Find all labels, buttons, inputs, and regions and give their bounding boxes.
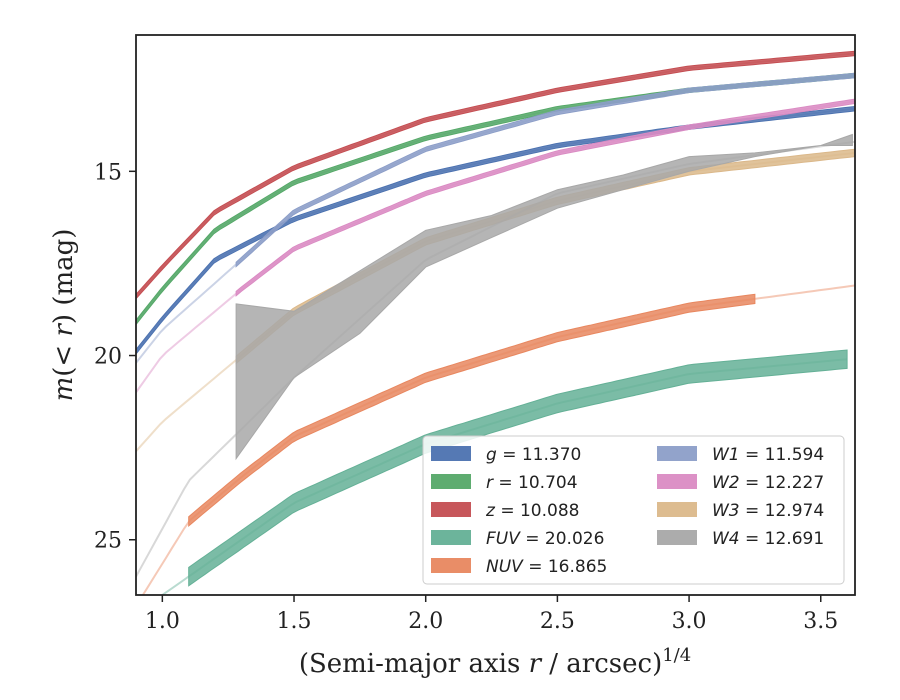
legend-swatch-w3 bbox=[657, 502, 697, 517]
legend-label-z: z = 10.088 bbox=[485, 501, 579, 521]
series-nuv-band bbox=[188, 293, 756, 527]
series-w4 bbox=[136, 133, 855, 578]
series-w1 bbox=[136, 72, 855, 364]
legend-label-w4: W4 = 12.691 bbox=[712, 529, 824, 549]
series-fuv bbox=[160, 349, 848, 595]
series-w2-band bbox=[235, 98, 855, 297]
legend-swatch-w4 bbox=[657, 530, 697, 545]
x-tick-label: 3.5 bbox=[803, 609, 838, 634]
x-axis-label: (Semi-major axis r / arcsec)1/4 bbox=[299, 645, 691, 679]
legend-swatch-r bbox=[431, 474, 471, 489]
series-z bbox=[136, 50, 855, 300]
legend-label-g: g = 11.370 bbox=[486, 445, 581, 465]
series-fuv-band bbox=[188, 349, 848, 587]
legend-swatch-fuv bbox=[431, 530, 471, 545]
legend-label-w1: W1 = 11.594 bbox=[712, 445, 824, 465]
legend-box bbox=[422, 435, 845, 585]
series-g-band bbox=[136, 105, 855, 355]
legend-label-w3: W3 = 12.974 bbox=[712, 501, 824, 521]
legend-swatch-nuv bbox=[431, 558, 471, 573]
legend-label-w2: W2 = 12.227 bbox=[712, 473, 824, 493]
legend-swatch-w2 bbox=[657, 474, 697, 489]
y-tick-label: 15 bbox=[94, 160, 122, 185]
x-tick-label: 2.0 bbox=[408, 609, 443, 634]
legend-swatch-g bbox=[431, 446, 471, 461]
x-tick-label: 2.5 bbox=[540, 609, 575, 634]
y-tick-label: 25 bbox=[94, 529, 122, 554]
legend-swatch-z bbox=[431, 502, 471, 517]
y-tick-label: 20 bbox=[94, 345, 122, 370]
legend-label-r: r = 10.704 bbox=[486, 473, 578, 493]
legend-swatch-w1 bbox=[657, 446, 697, 461]
legend-label-fuv: FUV = 20.026 bbox=[486, 529, 604, 549]
legend-label-nuv: NUV = 16.865 bbox=[486, 557, 607, 577]
series-w2 bbox=[136, 98, 855, 393]
series-r-band bbox=[136, 72, 855, 326]
legend: g = 11.370 r = 10.704 z = 10.088 FUV = 20.0… bbox=[422, 435, 845, 585]
series-w1-band bbox=[235, 72, 855, 268]
y-axis-label: m(< r) (mag) bbox=[49, 229, 79, 402]
series-nuv bbox=[141, 284, 855, 595]
plot-series bbox=[136, 50, 855, 595]
x-tick-label: 3.0 bbox=[672, 609, 707, 634]
x-tick-label: 1.5 bbox=[277, 609, 312, 634]
series-w4-band bbox=[235, 133, 853, 461]
plot-frame bbox=[135, 34, 856, 596]
x-tick-label: 1.0 bbox=[145, 609, 180, 634]
series-z-band bbox=[136, 50, 855, 300]
axis-ticks: 1.0 1.5 2.0 2.5 3.0 3.5 15 20 25 bbox=[94, 160, 838, 634]
